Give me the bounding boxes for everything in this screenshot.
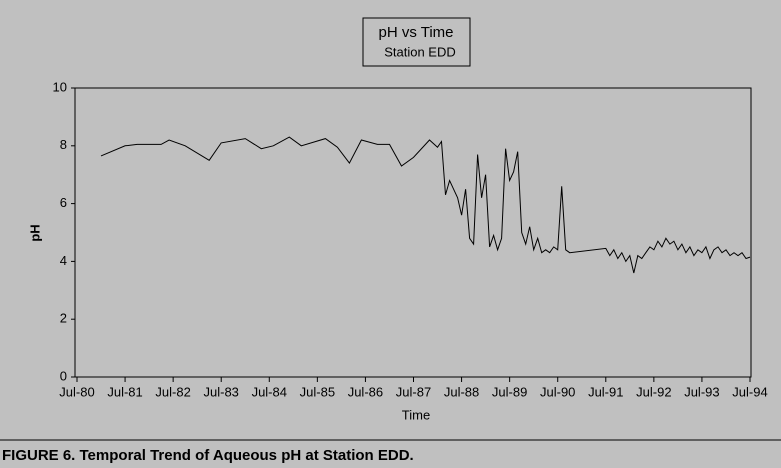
x-tick-label: Jul-93 [684, 384, 719, 399]
x-tick-label: Jul-92 [636, 384, 671, 399]
x-tick-label: Jul-94 [732, 384, 767, 399]
y-tick-label: 4 [60, 253, 67, 268]
y-tick-label: 10 [53, 79, 67, 94]
x-tick-label: Jul-90 [540, 384, 575, 399]
y-tick-label: 6 [60, 195, 67, 210]
x-tick-label: Jul-88 [444, 384, 479, 399]
x-tick-label: Jul-85 [300, 384, 335, 399]
x-tick-label: Jul-81 [107, 384, 142, 399]
y-axis-label: pH [27, 224, 42, 241]
y-tick-label: 2 [60, 311, 67, 326]
caption: FIGURE 6. Temporal Trend of Aqueous pH a… [2, 447, 414, 464]
x-tick-label: Jul-80 [59, 384, 94, 399]
x-tick-label: Jul-89 [492, 384, 527, 399]
x-tick-label: Jul-86 [348, 384, 383, 399]
x-tick-label: Jul-84 [252, 384, 287, 399]
plot-frame [74, 87, 752, 378]
x-axis-label: Time [402, 407, 430, 422]
chart-subtitle: Station EDD [384, 44, 456, 59]
x-tick-label: Jul-87 [396, 384, 431, 399]
y-tick-label: 0 [60, 368, 67, 383]
x-tick-label: Jul-82 [155, 384, 190, 399]
data-line [100, 136, 751, 274]
title-box [362, 17, 471, 67]
x-tick-label: Jul-91 [588, 384, 623, 399]
chart-title: pH vs Time [378, 24, 453, 41]
x-tick-label: Jul-83 [204, 384, 239, 399]
y-tick-label: 8 [60, 137, 67, 152]
